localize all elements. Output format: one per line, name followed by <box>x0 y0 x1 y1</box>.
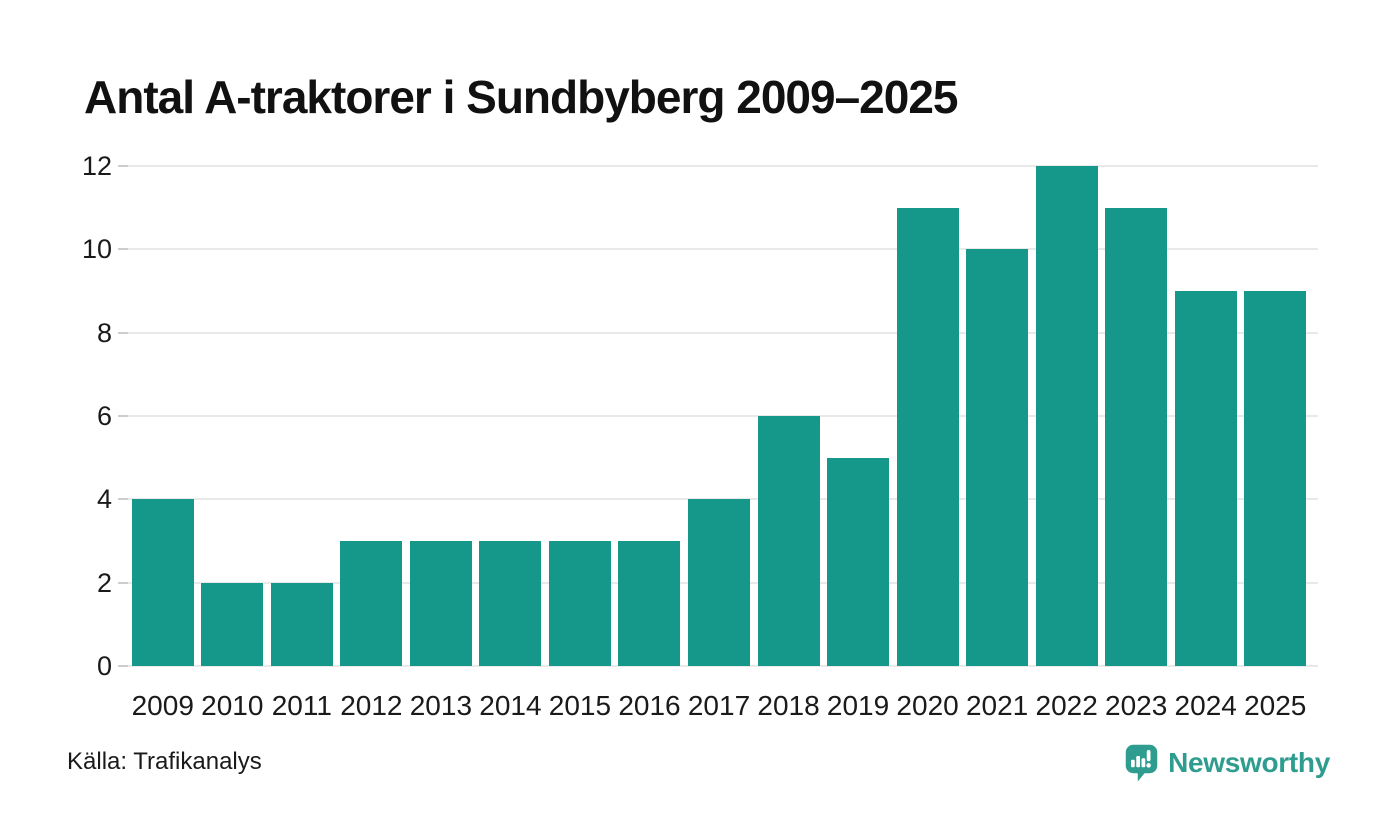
y-axis-label: 4 <box>96 484 112 515</box>
bar-2022 <box>1035 166 1098 666</box>
chart-title: Antal A-traktorer i Sundbyberg 2009–2025 <box>84 71 959 123</box>
x-axis-label: 2011 <box>271 690 332 721</box>
gridline-y12 <box>118 165 1318 167</box>
bar-2016 <box>618 541 681 666</box>
y-axis-label: 10 <box>81 234 112 265</box>
x-axis-label: 2019 <box>826 690 890 721</box>
x-axis-label: 2025 <box>1244 690 1307 721</box>
x-axis-label: 2014 <box>479 690 542 721</box>
bar-2015 <box>548 541 611 666</box>
newsworthy-bar-chart-bubble-icon <box>1125 744 1158 781</box>
x-axis-label: 2009 <box>131 690 194 721</box>
newsworthy-logo: Newsworthy <box>1125 742 1330 784</box>
bar-2013 <box>409 541 472 666</box>
bar-2019 <box>827 457 890 666</box>
x-axis-label: 2012 <box>340 690 403 721</box>
bar-2010 <box>201 582 264 666</box>
y-axis-tick <box>118 498 128 501</box>
bar-2014 <box>479 541 542 666</box>
bar-2021 <box>966 249 1029 666</box>
bar-2012 <box>340 541 403 666</box>
y-axis-label: 6 <box>96 401 112 431</box>
bar-2018 <box>757 416 820 666</box>
bar-2025 <box>1244 291 1307 666</box>
y-axis-tick <box>118 581 128 584</box>
x-axis-label: 2015 <box>548 690 612 721</box>
y-axis-label: 8 <box>96 317 112 348</box>
bar-2011 <box>270 582 333 666</box>
gridline-y0 <box>118 665 1318 667</box>
bar-2023 <box>1105 207 1168 666</box>
y-axis-tick <box>118 415 128 417</box>
y-axis-tick <box>118 165 128 167</box>
bar-2024 <box>1174 291 1237 666</box>
x-axis-label: 2010 <box>201 690 264 721</box>
x-axis-label: 2020 <box>896 690 959 721</box>
newsworthy-wordmark: Newsworthy <box>1168 747 1330 778</box>
gridline-y10 <box>118 248 1318 251</box>
bar-2020 <box>896 207 959 666</box>
y-axis-tick <box>118 248 128 251</box>
x-axis-label: 2013 <box>409 690 473 721</box>
x-axis-label: 2023 <box>1105 690 1168 721</box>
y-axis-label: 2 <box>96 567 112 598</box>
y-axis-label: 12 <box>81 151 112 181</box>
gridline-y4 <box>118 498 1318 501</box>
source-note: Källa: Trafikanalys <box>67 748 262 775</box>
bar-2009 <box>131 499 194 666</box>
x-axis-label: 2017 <box>687 690 751 721</box>
y-axis-tick <box>118 665 128 667</box>
y-axis-label: 0 <box>96 651 112 681</box>
x-axis-label: 2024 <box>1174 690 1237 721</box>
x-axis-label: 2016 <box>618 690 681 721</box>
x-axis-label: 2018 <box>757 690 820 721</box>
x-axis-label: 2022 <box>1035 690 1098 721</box>
x-axis-label: 2021 <box>965 690 1029 721</box>
gridline-y6 <box>118 415 1318 417</box>
plot-area: 0 2 4 6 8 10 12 2009 2010 2011 2012 2013 2014 2015 201… <box>82 151 1318 721</box>
bar-2017 <box>688 499 750 666</box>
y-axis-tick <box>118 331 128 334</box>
gridline-y8 <box>118 331 1318 334</box>
